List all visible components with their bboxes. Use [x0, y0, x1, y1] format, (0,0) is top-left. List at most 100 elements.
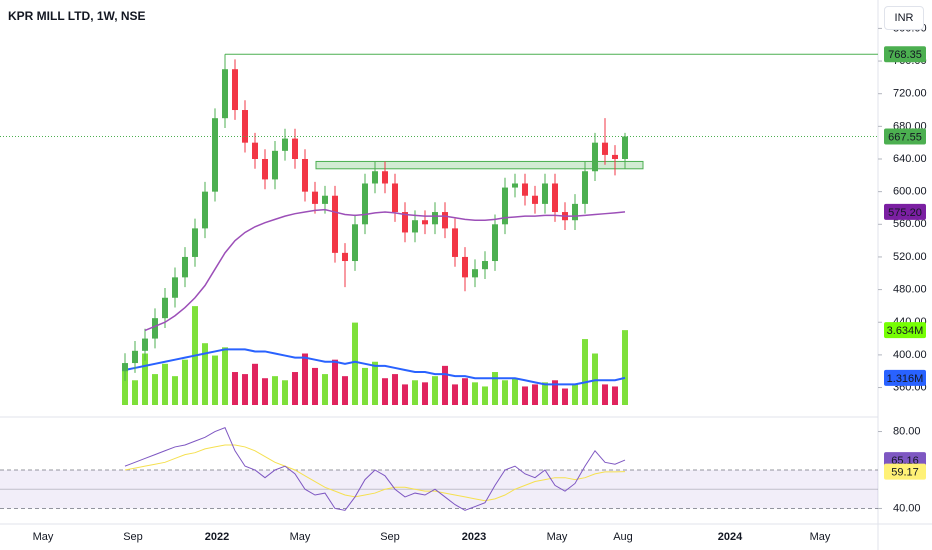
volume-bar: [372, 361, 378, 405]
volume-bar: [612, 386, 618, 405]
candle-body: [422, 220, 428, 225]
candle-body: [382, 171, 388, 184]
volume-bar: [272, 376, 278, 405]
volume-bar: [522, 386, 528, 405]
candle-body: [312, 191, 318, 204]
price-tag-label: 768.35: [888, 49, 922, 61]
volume-bar: [602, 384, 608, 405]
candle-body: [442, 212, 448, 229]
volume-bar: [502, 380, 508, 405]
volume-bar: [332, 359, 338, 405]
y-tick-label: 560.00: [893, 218, 927, 230]
volume-bar: [142, 353, 148, 405]
candle-body: [212, 118, 218, 192]
candle-body: [502, 187, 508, 225]
candle-body: [572, 203, 578, 221]
candle-body: [372, 171, 378, 184]
x-tick-label: May: [290, 531, 311, 543]
candle-body: [512, 183, 518, 188]
volume-bar: [472, 382, 478, 405]
candle-body: [402, 212, 408, 233]
x-tick-label: Sep: [380, 531, 400, 543]
volume-bar: [242, 374, 248, 405]
candle-body: [232, 69, 238, 111]
x-tick-label: 2024: [718, 531, 743, 543]
y-tick-label: 600.00: [893, 186, 927, 198]
volume-bar: [552, 380, 558, 405]
candle-body: [262, 158, 268, 180]
volume-bar: [512, 378, 518, 405]
volume-bar: [222, 347, 228, 405]
volume-bar: [582, 339, 588, 405]
volume-bar: [322, 374, 328, 405]
volume-bar: [492, 372, 498, 405]
support-zone: [315, 160, 644, 170]
x-tick-label: May: [547, 531, 568, 543]
volume-bar: [312, 367, 318, 405]
chart-title: KPR MILL LTD, 1W, NSE: [8, 9, 146, 23]
rsi-tick-label: 80.00: [893, 425, 921, 437]
candle-body: [132, 350, 138, 364]
x-tick-label: May: [33, 531, 54, 543]
candle-body: [272, 150, 278, 180]
volume-ma-line: [124, 348, 626, 386]
candle-body: [142, 338, 148, 351]
volume-bar: [592, 353, 598, 405]
candle-body: [292, 138, 298, 159]
volume-bar: [292, 372, 298, 405]
price-tag: [884, 46, 926, 63]
volume-bar: [352, 322, 358, 405]
volume-bar: [232, 372, 238, 405]
currency-button[interactable]: INR: [884, 6, 924, 30]
volume-bar: [382, 378, 388, 405]
candle-body: [522, 183, 528, 196]
candle-body: [602, 142, 608, 155]
volume-bar: [462, 378, 468, 405]
volume-bar: [162, 363, 168, 405]
volume-bar: [412, 380, 418, 405]
volume-tag-label: 3.634M: [887, 325, 924, 337]
y-tick-label: 720.00: [893, 88, 927, 100]
candle-body: [492, 224, 498, 262]
candle-body: [202, 191, 208, 229]
volume-bar: [122, 367, 128, 405]
candle-body: [552, 183, 558, 213]
volume-bar: [262, 378, 268, 405]
volume-bar: [132, 380, 138, 405]
volume-bar: [422, 382, 428, 405]
candle-body: [172, 277, 178, 298]
volume-bar: [542, 382, 548, 405]
y-tick-label: 400.00: [893, 349, 927, 361]
x-tick-label: 2023: [462, 531, 486, 543]
candle-body: [542, 183, 548, 204]
volume-bar: [452, 384, 458, 405]
candle-body: [452, 228, 458, 257]
rsi-band: [0, 470, 878, 509]
candle-body: [622, 136, 628, 159]
candle-body: [252, 142, 258, 159]
candle-body: [592, 142, 598, 172]
volume-bar: [302, 353, 308, 405]
volume-bar: [392, 374, 398, 405]
y-tick-label: 640.00: [893, 153, 927, 165]
volume-bar: [402, 384, 408, 405]
volume-bar: [532, 384, 538, 405]
candle-body: [412, 220, 418, 233]
price-tag: [884, 128, 926, 145]
volume-bar: [562, 388, 568, 405]
volume-bar: [572, 384, 578, 405]
volume-bar: [172, 376, 178, 405]
volume-bar: [202, 343, 208, 405]
price-tag-label: 667.55: [888, 131, 922, 143]
candle-body: [532, 195, 538, 204]
candle-body: [462, 256, 468, 278]
candle-body: [612, 154, 618, 159]
candle-body: [122, 363, 128, 372]
volume-bar: [212, 355, 218, 405]
volume-bar: [622, 330, 628, 405]
y-tick-label: 480.00: [893, 284, 927, 296]
volume-bar: [282, 380, 288, 405]
candle-body: [152, 318, 158, 339]
